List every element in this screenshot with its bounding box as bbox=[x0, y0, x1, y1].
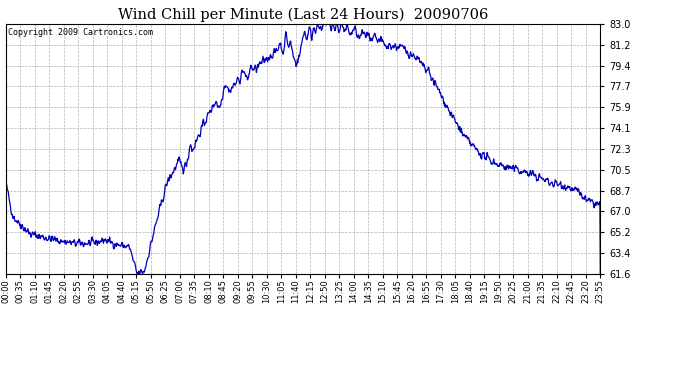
Text: Copyright 2009 Cartronics.com: Copyright 2009 Cartronics.com bbox=[8, 28, 153, 37]
Title: Wind Chill per Minute (Last 24 Hours)  20090706: Wind Chill per Minute (Last 24 Hours) 20… bbox=[118, 8, 488, 22]
